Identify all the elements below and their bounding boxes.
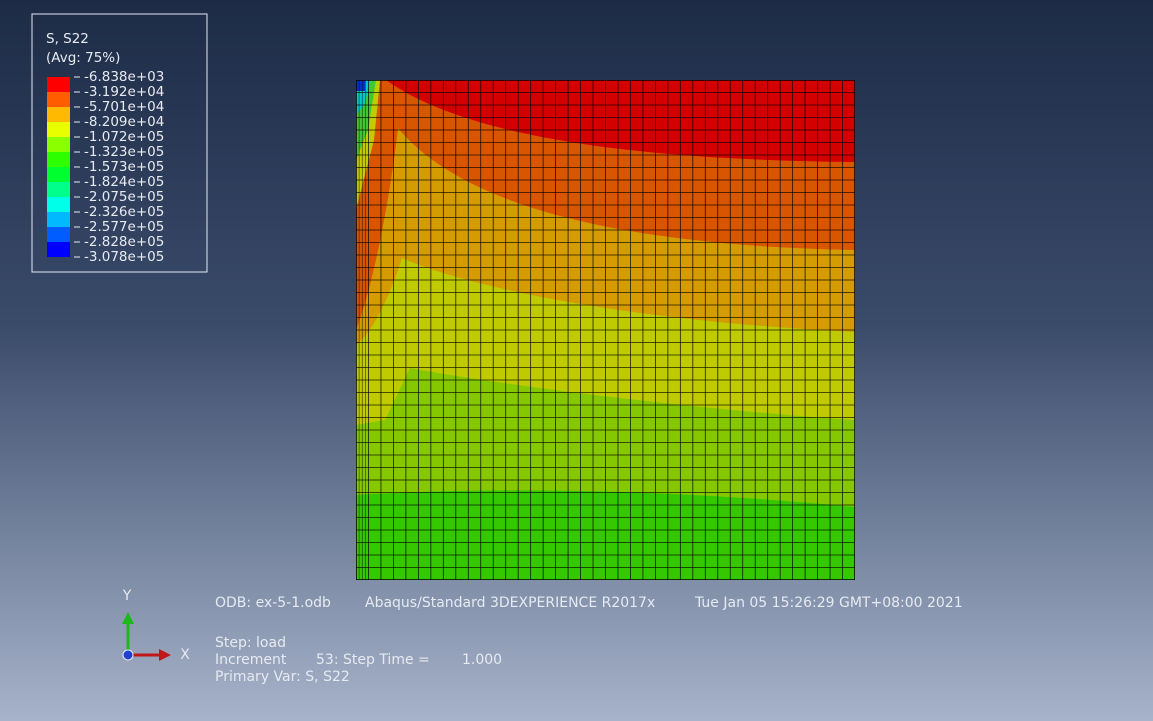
increment-label: Increment (215, 652, 287, 668)
legend-frame (31, 13, 208, 273)
increment-value: 53: Step Time = (316, 652, 430, 668)
mesh-lines (356, 80, 855, 580)
legend-swatch (47, 137, 70, 152)
triad: Y X (122, 588, 190, 663)
legend-swatch (47, 242, 70, 257)
primary-var: Primary Var: S, S22 (215, 669, 350, 685)
legend-items: -6.838e+03-3.192e+04-5.701e+04-8.209e+04… (47, 69, 164, 265)
legend: S, S22 (Avg: 75%) -6.838e+03-3.192e+04-5… (31, 13, 208, 273)
step: Step: load (215, 635, 286, 651)
legend-swatch (47, 212, 70, 227)
legend-swatch (47, 122, 70, 137)
triad-x-label: X (180, 647, 190, 663)
legend-subtitle: (Avg: 75%) (46, 50, 120, 66)
legend-label: -2.075e+05 (84, 189, 164, 205)
legend-swatch (47, 92, 70, 107)
date: Tue Jan 05 15:26:29 GMT+08:00 2021 (694, 595, 963, 611)
legend-swatch (47, 77, 70, 92)
contour-plot (356, 80, 855, 580)
legend-label: -3.078e+05 (84, 249, 164, 265)
legend-label: -1.573e+05 (84, 159, 164, 175)
legend-label: -2.828e+05 (84, 234, 164, 250)
triad-y-label: Y (122, 588, 132, 604)
legend-label: -1.323e+05 (84, 144, 164, 160)
legend-label: -1.072e+05 (84, 129, 164, 145)
legend-swatch (47, 167, 70, 182)
legend-swatch (47, 197, 70, 212)
legend-label: -3.192e+04 (84, 84, 164, 100)
step-time: 1.000 (462, 652, 502, 668)
legend-label: -8.209e+04 (84, 114, 164, 130)
triad-z (122, 649, 134, 661)
legend-label: -6.838e+03 (84, 69, 164, 85)
solver-version: Abaqus/Standard 3DEXPERIENCE R2017x (365, 595, 655, 611)
legend-title: S, S22 (46, 31, 89, 47)
legend-swatch (47, 182, 70, 197)
contour-band (380, 80, 855, 162)
triad-y-arrow (122, 612, 134, 624)
legend-swatch (47, 152, 70, 167)
legend-swatch (47, 107, 70, 122)
legend-label: -2.577e+05 (84, 219, 164, 235)
triad-x-arrow (159, 649, 171, 661)
contour-band (356, 80, 365, 91)
odb-name: ODB: ex-5-1.odb (215, 595, 331, 611)
legend-label: -1.824e+05 (84, 174, 164, 190)
info-block: ODB: ex-5-1.odb Abaqus/Standard 3DEXPERI… (215, 595, 963, 685)
legend-swatch (47, 227, 70, 242)
legend-label: -5.701e+04 (84, 99, 164, 115)
legend-label: -2.326e+05 (84, 204, 164, 220)
